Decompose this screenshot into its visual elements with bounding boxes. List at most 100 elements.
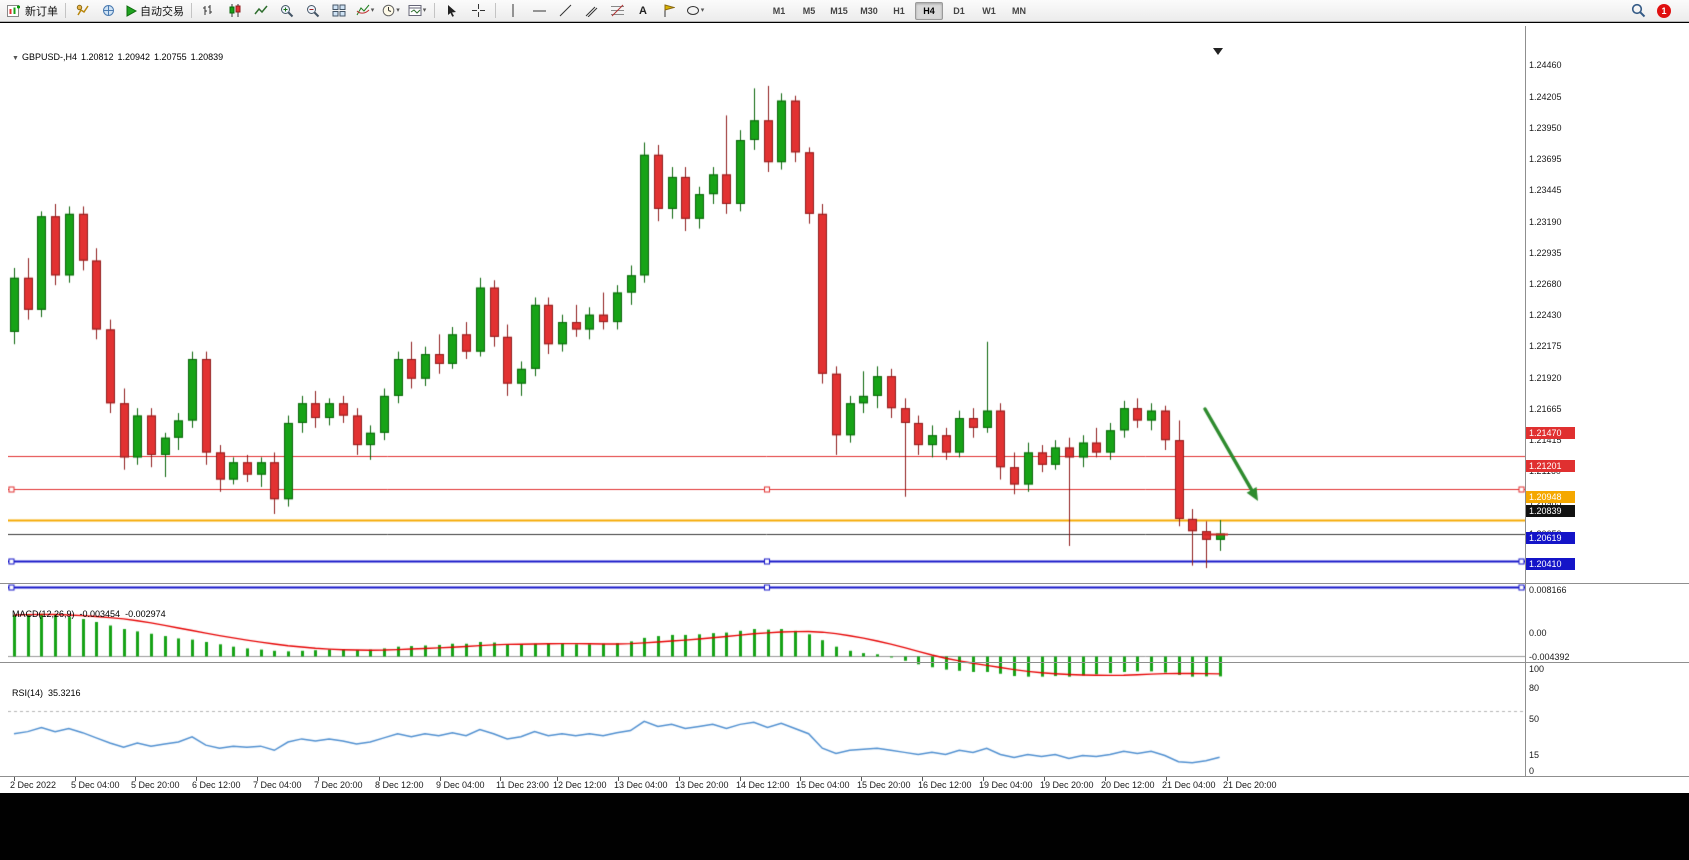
time-axis-tick (75, 777, 76, 781)
vertical-line-icon (508, 4, 518, 17)
search-icon (1631, 3, 1646, 18)
timeframe-W1[interactable]: W1 (982, 5, 996, 16)
chart-window: ▼GBPUSD-,H41.208121.209421.207551.20839 … (0, 23, 1689, 798)
macd-name: MACD(12,26,9) (12, 609, 75, 619)
label-flag-icon (663, 4, 675, 17)
time-axis-label: 5 Dec 04:00 (71, 780, 120, 790)
bar-chart-icon (202, 4, 216, 17)
price-level-box: 1.21201 (1526, 460, 1575, 473)
autotrade-label: 自动交易 (140, 5, 184, 18)
indicators-icon (356, 4, 370, 17)
time-axis-label: 15 Dec 04:00 (796, 780, 850, 790)
text-tool-button[interactable]: A (630, 1, 656, 21)
autotrade-play-icon (125, 4, 137, 17)
macd-axis-label: 0.00 (1529, 628, 1547, 639)
price-axis-label: 1.21920 (1529, 372, 1562, 383)
price-axis-border (1525, 26, 1526, 793)
zoom-in-button[interactable] (274, 1, 300, 21)
templates-button[interactable]: ▾ (404, 1, 430, 21)
candlestick-icon (228, 4, 242, 17)
horizontal-line-tool-button[interactable] (526, 1, 552, 21)
timeframe-H4[interactable]: H4 (915, 1, 943, 20)
macd-main-value: -0.003454 (79, 609, 121, 619)
price-axis-label: 1.22935 (1529, 247, 1562, 258)
label-tool-button[interactable] (656, 1, 682, 21)
timeframe-MN[interactable]: MN (1012, 5, 1026, 16)
profiles-icon (102, 4, 116, 17)
notification-badge[interactable]: 1 (1657, 3, 1671, 18)
zoom-out-button[interactable] (300, 1, 326, 21)
line-chart-type-button[interactable] (248, 1, 274, 21)
bottom-strip (0, 793, 1689, 860)
candlestick-type-button[interactable] (222, 1, 248, 21)
price-level-box: 1.21470 (1526, 427, 1575, 440)
price-axis-label: 1.22430 (1529, 310, 1562, 321)
timeframe-button-group: M1 M5 M15 M30 H1 H4 D1 W1 MN (764, 1, 1034, 20)
time-axis-label: 9 Dec 04:00 (436, 780, 485, 790)
trendline-tool-button[interactable] (552, 1, 578, 21)
timeframe-H1[interactable]: H1 (893, 5, 905, 16)
timeframe-M15[interactable]: M15 (830, 5, 848, 16)
cursor-button[interactable] (439, 1, 465, 21)
price-axis-label: 1.24460 (1529, 60, 1562, 71)
channel-tool-button[interactable] (578, 1, 604, 21)
price-axis-label: 1.22680 (1529, 279, 1562, 290)
channel-icon (585, 4, 598, 17)
time-axis-tick (557, 777, 558, 781)
new-order-label: 新订单 (25, 5, 58, 18)
time-axis-label: 21 Dec 04:00 (1162, 780, 1216, 790)
search-button[interactable] (1625, 1, 1651, 21)
panel-separator[interactable] (0, 662, 1689, 663)
price-axis-label: 1.22175 (1529, 341, 1562, 352)
time-axis-tick (14, 777, 15, 781)
time-axis[interactable] (0, 777, 1689, 793)
timeframe-M1[interactable]: M1 (772, 5, 786, 16)
time-axis-label: 5 Dec 20:00 (131, 780, 180, 790)
macd-axis-label: -0.004392 (1529, 652, 1570, 662)
rsi-value: 35.3216 (48, 688, 81, 698)
new-order-button[interactable]: 新订单 (4, 1, 61, 21)
panel-separator[interactable] (0, 583, 1689, 584)
time-axis-label: 2 Dec 2022 (10, 780, 57, 790)
time-axis-tick (318, 777, 319, 781)
charts-window-button[interactable] (70, 1, 96, 21)
periods-button[interactable]: ▾ (378, 1, 404, 21)
autotrade-button[interactable]: 自动交易 (122, 1, 187, 21)
macd-panel-canvas[interactable] (8, 607, 1525, 684)
time-axis-tick (740, 777, 741, 781)
price-chart-canvas[interactable] (8, 49, 1525, 605)
price-axis-label: 1.23950 (1529, 123, 1562, 134)
timeframe-M5[interactable]: M5 (802, 5, 816, 16)
time-axis-label: 19 Dec 20:00 (1040, 780, 1094, 790)
fibonacci-tool-button[interactable] (604, 1, 630, 21)
time-axis-label: 7 Dec 04:00 (253, 780, 302, 790)
macd-indicator-header: MACD(12,26,9) -0.003454 -0.002974 (12, 609, 171, 619)
time-axis-label: 6 Dec 12:00 (192, 780, 241, 790)
profiles-button[interactable] (96, 1, 122, 21)
chevron-down-icon: ▾ (396, 7, 400, 14)
shapes-tool-button[interactable]: ▾ (682, 1, 708, 21)
time-axis-label: 11 Dec 23:00 (496, 780, 549, 790)
time-axis-tick (196, 777, 197, 781)
time-axis-label: 13 Dec 04:00 (614, 780, 668, 790)
time-axis-tick (1044, 777, 1045, 781)
timeframe-D1[interactable]: D1 (953, 5, 965, 16)
price-level-box: 1.20410 (1526, 557, 1575, 570)
macd-signal-value: -0.002974 (125, 609, 166, 619)
new-order-icon (7, 4, 22, 18)
vertical-line-tool-button[interactable] (500, 1, 526, 21)
indicators-button[interactable]: ▾ (352, 1, 378, 21)
crosshair-button[interactable] (465, 1, 491, 21)
timeframe-M30[interactable]: M30 (860, 5, 878, 16)
tile-windows-button[interactable] (326, 1, 352, 21)
chevron-down-icon: ▾ (370, 7, 375, 14)
tile-windows-icon (332, 4, 346, 17)
time-axis-label: 7 Dec 20:00 (314, 780, 363, 790)
bar-chart-type-button[interactable] (196, 1, 222, 21)
time-axis-tick (1166, 777, 1167, 781)
time-axis-label: 13 Dec 20:00 (675, 780, 729, 790)
rsi-axis-label: 80 (1529, 682, 1540, 693)
time-axis-tick (1227, 777, 1228, 781)
price-axis-label: 1.23190 (1529, 216, 1562, 227)
templates-icon (408, 4, 422, 17)
